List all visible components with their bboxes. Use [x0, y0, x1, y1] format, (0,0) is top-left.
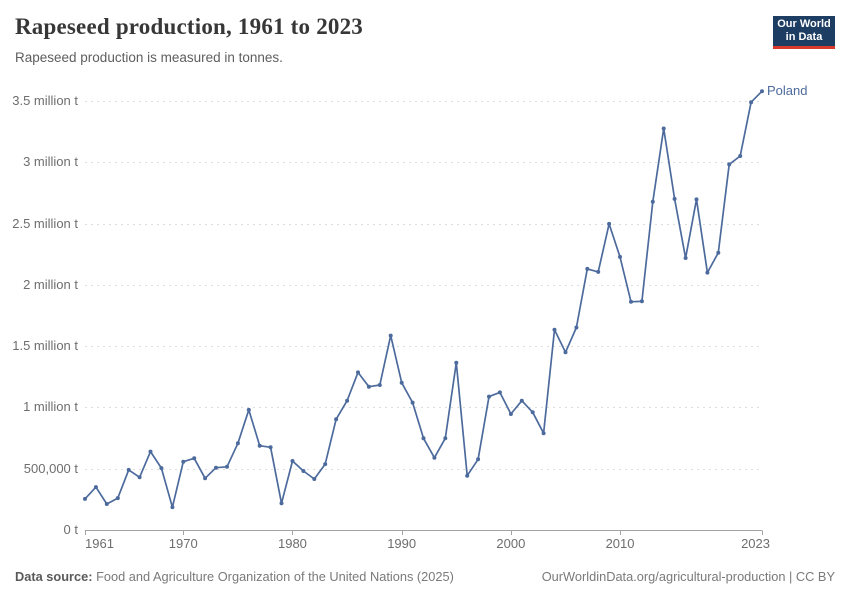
data-point[interactable] — [323, 462, 328, 467]
owid-logo-line1: Our World — [777, 17, 831, 30]
data-point[interactable] — [170, 505, 175, 510]
data-point[interactable] — [727, 162, 732, 167]
data-point[interactable] — [268, 445, 273, 450]
y-axis-label: 3.5 million t — [12, 93, 78, 108]
data-point[interactable] — [497, 390, 502, 395]
data-point[interactable] — [683, 256, 688, 260]
y-axis-label: 3 million t — [23, 154, 78, 170]
data-point[interactable] — [104, 502, 109, 506]
x-axis-label: 1980 — [277, 536, 307, 551]
data-source-text: Food and Agriculture Organization of the… — [92, 569, 454, 584]
data-point[interactable] — [519, 398, 524, 403]
y-axis-label: 0 t — [63, 522, 78, 537]
data-point[interactable] — [377, 383, 382, 387]
x-axis-label: 1970 — [168, 536, 198, 551]
data-point[interactable] — [257, 443, 262, 448]
data-point[interactable] — [203, 476, 208, 481]
data-point[interactable] — [574, 325, 579, 330]
data-point[interactable] — [760, 89, 764, 94]
data-point[interactable] — [465, 473, 470, 478]
data-point[interactable] — [607, 221, 612, 226]
data-point[interactable] — [279, 501, 284, 506]
data-source-note: Data source: Food and Agriculture Organi… — [15, 569, 454, 584]
data-point[interactable] — [148, 449, 153, 454]
x-axis-label: 1990 — [387, 536, 417, 551]
data-point[interactable] — [563, 350, 568, 355]
data-point[interactable] — [618, 254, 622, 259]
data-point[interactable] — [508, 412, 513, 416]
data-point[interactable] — [650, 199, 655, 204]
data-point[interactable] — [432, 455, 437, 460]
page-title: Rapeseed production, 1961 to 2023 — [15, 14, 363, 39]
data-point[interactable] — [454, 360, 459, 365]
data-point[interactable] — [738, 154, 743, 158]
series-label-poland[interactable]: Poland — [767, 83, 808, 99]
data-point[interactable] — [749, 100, 754, 105]
data-point[interactable] — [639, 299, 644, 304]
data-point[interactable] — [530, 410, 535, 415]
x-axis-label: 2000 — [496, 536, 526, 551]
data-point[interactable] — [410, 400, 415, 405]
data-point[interactable] — [137, 475, 142, 480]
owid-logo[interactable]: Our World in Data — [773, 16, 835, 49]
data-point[interactable] — [181, 459, 186, 464]
data-point[interactable] — [192, 456, 197, 461]
chart-subtitle: Rapeseed production is measured in tonne… — [15, 50, 283, 65]
data-point[interactable] — [159, 466, 164, 471]
data-point[interactable] — [388, 333, 393, 338]
owid-link[interactable]: OurWorldinData.org/agricultural-producti… — [541, 569, 835, 584]
data-point[interactable] — [334, 417, 339, 422]
data-point[interactable] — [246, 407, 251, 412]
y-axis-label: 1 million t — [23, 399, 78, 415]
data-point[interactable] — [585, 266, 590, 271]
data-point[interactable] — [629, 299, 633, 304]
owid-logo-line2: in Data — [785, 31, 823, 43]
data-point[interactable] — [93, 485, 98, 490]
data-point[interactable] — [235, 441, 240, 446]
data-point[interactable] — [301, 469, 306, 473]
series-line-poland[interactable] — [84, 90, 763, 509]
data-point[interactable] — [214, 465, 218, 470]
data-point[interactable] — [225, 464, 229, 469]
data-point[interactable] — [126, 467, 131, 472]
data-point[interactable] — [694, 197, 699, 202]
data-point[interactable] — [421, 436, 426, 441]
chart-footer: Data source: Food and Agriculture Organi… — [15, 569, 835, 584]
data-source-label: Data source: — [15, 569, 93, 584]
data-point[interactable] — [705, 270, 710, 275]
data-point[interactable] — [661, 126, 666, 131]
data-point[interactable] — [716, 250, 721, 255]
data-point[interactable] — [290, 459, 295, 463]
data-point[interactable] — [356, 370, 360, 375]
data-point[interactable] — [476, 457, 481, 462]
y-axis-label: 500,000 t — [23, 460, 78, 476]
data-point[interactable] — [596, 269, 601, 274]
y-axis-label: 2.5 million t — [12, 215, 78, 231]
data-point[interactable] — [345, 398, 350, 403]
data-point[interactable] — [552, 327, 557, 332]
data-point[interactable] — [83, 496, 87, 501]
y-axis-label: 1.5 million t — [12, 338, 78, 354]
data-point[interactable] — [672, 196, 677, 201]
data-point[interactable] — [366, 384, 371, 389]
data-point[interactable] — [443, 436, 448, 441]
data-point[interactable] — [487, 394, 491, 399]
data-point[interactable] — [399, 380, 404, 385]
x-axis-label: 2023 — [741, 536, 770, 551]
data-point[interactable] — [115, 496, 120, 501]
data-point[interactable] — [312, 477, 317, 481]
x-axis-label: 1961 — [85, 536, 114, 551]
y-axis-label: 2 million t — [23, 276, 78, 292]
x-axis-label: 2010 — [605, 536, 635, 551]
data-point[interactable] — [541, 431, 546, 436]
